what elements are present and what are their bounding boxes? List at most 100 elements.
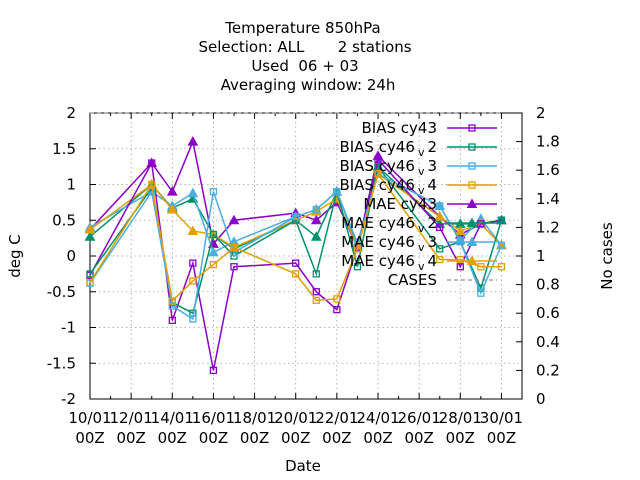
x-tick-label-time: 00Z	[116, 429, 145, 447]
data-point	[374, 155, 382, 164]
data-point	[466, 217, 478, 227]
x-tick-label-date: 28/01	[439, 409, 482, 427]
data-point	[436, 245, 444, 253]
data-point	[209, 260, 218, 269]
data-point	[230, 263, 238, 271]
legend-label: MAE cy46 v 3	[341, 233, 437, 254]
data-point	[466, 236, 478, 246]
x-tick-label-date: 10/01	[68, 409, 111, 427]
x-tick-label-date: 26/01	[398, 409, 441, 427]
chart-title: Temperature 850hPa Selection: ALL 2 stat…	[198, 19, 411, 94]
y2-tick-label: 0.8	[536, 276, 560, 294]
y2-axis-label: No cases	[598, 222, 616, 290]
data-point	[454, 225, 466, 235]
data-point	[497, 216, 506, 224]
y-tick-label: 0	[66, 247, 76, 265]
y-tick-label: -0.5	[47, 283, 76, 301]
x-axis-ticks: 10/01 00Z 12/01 00Z 14/01 00Z 16/01 00Z 18/01 00Z…	[68, 113, 523, 447]
data-point	[292, 213, 300, 221]
legend-entry: MAE cy46 v 3	[341, 233, 497, 254]
y-tick-label: 2	[66, 104, 76, 122]
data-point	[468, 181, 476, 189]
data-point	[477, 289, 485, 297]
data-point	[187, 136, 199, 146]
x-tick-label-date: 12/01	[110, 409, 153, 427]
data-point	[168, 297, 176, 305]
data-point	[434, 211, 446, 221]
y2-tick-label: 0	[536, 390, 546, 408]
data-point	[468, 124, 476, 132]
legend-entry: MAE cy46 v 2	[341, 214, 497, 235]
data-point	[353, 245, 362, 253]
legend-entry: MAE cy46 v 4	[341, 252, 497, 273]
x-tick-label-time: 00Z	[281, 429, 310, 447]
data-point	[497, 263, 506, 271]
data-point	[168, 316, 176, 325]
legend-label: CASES	[388, 271, 437, 289]
data-point	[333, 295, 341, 303]
data-point	[456, 255, 464, 264]
data-point	[209, 187, 218, 196]
data-point	[477, 220, 485, 228]
y2-tick-label: 1.8	[536, 133, 560, 151]
legend-entry: BIAS cy46 v 2	[339, 138, 497, 159]
data-point	[168, 302, 176, 310]
y2-tick-label: 0.6	[536, 304, 560, 322]
legend-label: BIAS cy43	[362, 119, 437, 137]
legend-label: MAE cy46 v 4	[341, 252, 437, 273]
y2-tick-label: 1.6	[536, 161, 560, 179]
y2-tick-label: 1	[536, 247, 546, 265]
series	[84, 112, 507, 375]
y-tick-label: -1	[61, 319, 76, 337]
data-point	[208, 246, 219, 257]
y-tick-label: 1	[66, 176, 76, 194]
y2-axis-ticks: 0 0.2 0.4 0.6 0.8 1 1.2 1.4 1.6 1.8 2	[516, 104, 560, 408]
data-point	[374, 162, 382, 171]
x-tick-label-date: 18/01	[233, 409, 276, 427]
legend-entry: CASES	[388, 271, 497, 289]
data-point	[310, 214, 322, 225]
x-tick-label-date: 22/01	[315, 409, 358, 427]
grid	[90, 113, 522, 399]
legend-label: BIAS cy46 v 4	[339, 176, 437, 197]
series-line	[89, 172, 503, 321]
data-point	[230, 243, 238, 252]
y2-tick-label: 1.4	[536, 190, 560, 208]
data-point	[292, 259, 300, 267]
x-tick-label-date: 30/01	[480, 409, 523, 427]
y-tick-label: -1.5	[47, 354, 76, 372]
legend-label: BIAS cy46 v 2	[339, 138, 437, 159]
data-point	[436, 223, 444, 232]
legend-label: MAE cy43	[363, 195, 437, 213]
title-line-4: Averaging window: 24h	[221, 76, 396, 94]
data-point	[468, 143, 476, 151]
legend-entry: BIAS cy46 v 3	[339, 157, 497, 178]
legend-entry: BIAS cy43	[362, 119, 497, 137]
y-tick-label: 0.5	[52, 211, 76, 229]
legend-label: BIAS cy46 v 3	[339, 157, 437, 178]
data-point	[84, 231, 96, 241]
x-tick-label-time: 00Z	[322, 429, 351, 447]
data-point	[228, 214, 240, 225]
series-line	[89, 157, 502, 371]
data-point	[497, 241, 506, 249]
y-axis-ticks: -2 -1.5 -1 -0.5 0 0.5 1 1.5 2	[47, 104, 96, 408]
series-bias-cy46-v-4	[86, 170, 506, 305]
x-tick-label-date: 16/01	[192, 409, 235, 427]
x-tick-label-time: 00Z	[404, 429, 433, 447]
x-tick-label-date: 20/01	[274, 409, 317, 427]
data-point	[312, 270, 320, 278]
data-point	[310, 231, 322, 241]
data-point	[312, 288, 320, 296]
data-point	[148, 159, 156, 167]
data-point	[209, 366, 218, 375]
x-tick-label-time: 00Z	[199, 429, 228, 447]
data-point	[166, 204, 178, 214]
data-point	[187, 187, 199, 198]
data-point	[436, 255, 444, 264]
data-point	[84, 224, 96, 234]
data-point	[312, 296, 320, 304]
data-point	[86, 270, 94, 278]
